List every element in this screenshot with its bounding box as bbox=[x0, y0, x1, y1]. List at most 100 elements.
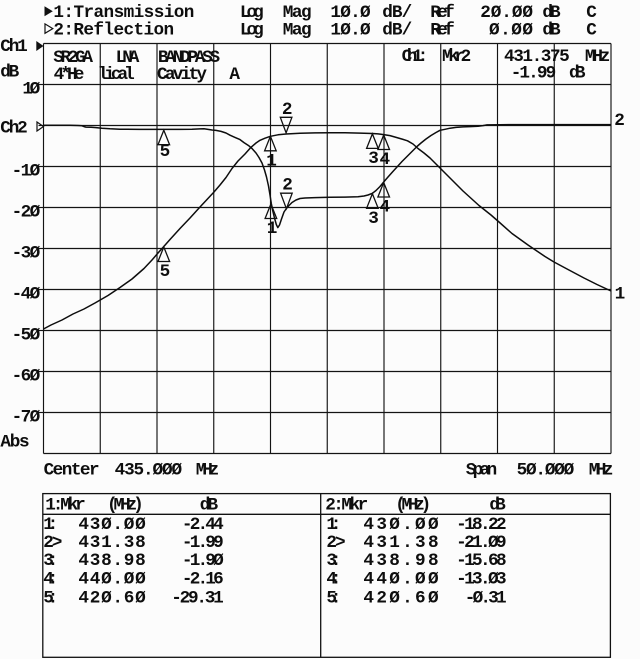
svg-text:Mkr2: Mkr2 bbox=[442, 47, 471, 67]
svg-text:Ch1: Ch1 bbox=[0, 37, 28, 57]
svg-text:dB/: dB/ bbox=[382, 3, 412, 23]
svg-text:Ch1:: Ch1: bbox=[402, 47, 429, 67]
svg-text:-7Ø: -7Ø bbox=[12, 407, 41, 427]
svg-text:LNA: LNA bbox=[116, 48, 140, 68]
svg-text:3: 3 bbox=[368, 149, 379, 169]
svg-text:2: 2 bbox=[614, 111, 625, 131]
svg-text:dB: dB bbox=[542, 3, 561, 23]
svg-text:Mag: Mag bbox=[283, 3, 312, 23]
svg-text:438.98: 438.98 bbox=[78, 551, 145, 571]
svg-text:4: 4 bbox=[326, 569, 337, 589]
svg-text:431.38: 431.38 bbox=[78, 533, 145, 553]
svg-text:-Ø.31: -Ø.31 bbox=[465, 588, 507, 608]
svg-text:Log: Log bbox=[240, 20, 264, 40]
svg-text:-1Ø: -1Ø bbox=[12, 161, 41, 181]
svg-text:-18.22: -18.22 bbox=[456, 515, 507, 535]
svg-text:3: 3 bbox=[43, 551, 54, 571]
svg-text:-4Ø: -4Ø bbox=[12, 284, 41, 304]
svg-text:C: C bbox=[586, 20, 597, 40]
svg-text:1Ø: 1Ø bbox=[22, 79, 40, 99]
svg-text:Mag: Mag bbox=[283, 20, 312, 40]
svg-text:-2.16: -2.16 bbox=[182, 569, 224, 589]
svg-text:1:Transmission: 1:Transmission bbox=[53, 3, 194, 23]
svg-text:44Ø.ØØ: 44Ø.ØØ bbox=[363, 569, 439, 589]
svg-text:2: 2 bbox=[43, 533, 54, 553]
svg-text::: : bbox=[331, 569, 342, 589]
svg-text:BANDPASS: BANDPASS bbox=[158, 48, 221, 68]
svg-text:dB: dB bbox=[489, 495, 506, 515]
svg-text:2:Mkr: 2:Mkr bbox=[325, 495, 368, 515]
svg-text:-6Ø: -6Ø bbox=[12, 366, 41, 386]
svg-text:1:Mkr: 1:Mkr bbox=[45, 495, 86, 515]
svg-text:1Ø.Ø: 1Ø.Ø bbox=[330, 20, 371, 40]
svg-text:1: 1 bbox=[267, 219, 278, 239]
svg-text:1: 1 bbox=[43, 515, 54, 535]
svg-text:MHz: MHz bbox=[585, 47, 611, 67]
svg-text:dB: dB bbox=[200, 495, 219, 515]
svg-text:1Ø.Ø: 1Ø.Ø bbox=[330, 3, 371, 23]
svg-text:-13.Ø3: -13.Ø3 bbox=[456, 569, 507, 589]
svg-text:Cavity: Cavity bbox=[157, 65, 207, 85]
svg-text:Center: Center bbox=[44, 461, 100, 481]
svg-text:(MHz): (MHz) bbox=[107, 495, 144, 515]
svg-text:43Ø.ØØ: 43Ø.ØØ bbox=[363, 515, 439, 535]
svg-text:-5Ø: -5Ø bbox=[12, 325, 41, 345]
svg-text:A: A bbox=[229, 65, 240, 85]
svg-text:42Ø.6Ø: 42Ø.6Ø bbox=[78, 588, 146, 608]
svg-text:-21.Ø9: -21.Ø9 bbox=[456, 533, 507, 553]
svg-text::: : bbox=[331, 588, 342, 608]
svg-text:3: 3 bbox=[368, 209, 379, 229]
svg-text:-1.9Ø: -1.9Ø bbox=[182, 551, 224, 571]
svg-text:4*He: 4*He bbox=[54, 65, 85, 85]
svg-text:2:Reflection: 2:Reflection bbox=[53, 20, 174, 40]
svg-text:-2.44: -2.44 bbox=[182, 515, 224, 535]
svg-text:dB: dB bbox=[569, 64, 586, 84]
svg-text:-1.99: -1.99 bbox=[511, 64, 557, 84]
svg-text:Span: Span bbox=[466, 461, 498, 481]
svg-text:2: 2 bbox=[282, 100, 293, 120]
svg-text:SR2GA: SR2GA bbox=[53, 48, 93, 68]
svg-text::: : bbox=[48, 569, 59, 589]
svg-text:3: 3 bbox=[326, 551, 337, 571]
svg-text:lical: lical bbox=[98, 65, 135, 85]
svg-text:5: 5 bbox=[160, 142, 171, 162]
svg-text:Log: Log bbox=[240, 3, 264, 23]
svg-text:42Ø.6Ø: 42Ø.6Ø bbox=[363, 588, 439, 608]
svg-text:Ref: Ref bbox=[430, 20, 455, 40]
svg-text:-29.31: -29.31 bbox=[171, 588, 224, 608]
svg-text:5Ø.ØØØ: 5Ø.ØØØ bbox=[517, 461, 575, 481]
svg-text:-15.68: -15.68 bbox=[456, 551, 507, 571]
svg-text:MHz: MHz bbox=[589, 461, 614, 481]
svg-text:1: 1 bbox=[326, 515, 337, 535]
svg-text:Ø.ØØ: Ø.ØØ bbox=[489, 20, 533, 40]
svg-text:1: 1 bbox=[615, 285, 626, 305]
svg-text:5: 5 bbox=[43, 588, 54, 608]
svg-text:5: 5 bbox=[160, 262, 171, 282]
svg-text:43Ø.ØØ: 43Ø.ØØ bbox=[78, 515, 146, 535]
svg-text:2: 2 bbox=[282, 176, 293, 196]
svg-text:Ref: Ref bbox=[430, 3, 455, 23]
svg-text:Ch2: Ch2 bbox=[0, 118, 28, 138]
svg-text:-1.99: -1.99 bbox=[182, 533, 224, 553]
svg-text:2: 2 bbox=[326, 533, 337, 553]
svg-text:4: 4 bbox=[380, 150, 391, 170]
svg-text:(MHz): (MHz) bbox=[395, 495, 431, 515]
svg-text:-3Ø: -3Ø bbox=[12, 243, 41, 263]
svg-text:4: 4 bbox=[380, 198, 391, 218]
svg-text:-2Ø: -2Ø bbox=[12, 202, 41, 222]
svg-text:dB/: dB/ bbox=[382, 20, 412, 40]
svg-text:C: C bbox=[586, 3, 597, 23]
svg-text::: : bbox=[48, 551, 59, 571]
svg-text:4: 4 bbox=[43, 569, 54, 589]
svg-text:MHz: MHz bbox=[196, 461, 220, 481]
svg-text:435.ØØØ: 435.ØØØ bbox=[115, 461, 183, 481]
svg-text:1: 1 bbox=[266, 151, 277, 171]
svg-text:2Ø.ØØ: 2Ø.ØØ bbox=[480, 3, 533, 23]
svg-text::: : bbox=[48, 515, 59, 535]
svg-text:431.375: 431.375 bbox=[504, 47, 570, 67]
svg-text::: : bbox=[331, 551, 342, 571]
svg-text:5: 5 bbox=[326, 588, 337, 608]
svg-text::: : bbox=[48, 588, 59, 608]
svg-text:dB: dB bbox=[0, 62, 19, 82]
svg-text:>: > bbox=[335, 533, 346, 553]
